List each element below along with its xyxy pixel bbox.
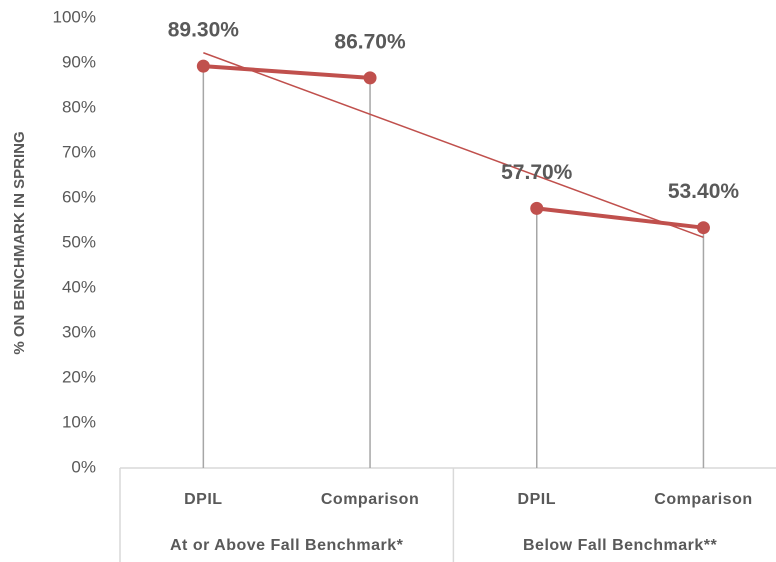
y-axis-label: % ON BENCHMARK IN SPRING — [11, 131, 28, 354]
data-point — [696, 221, 710, 235]
y-tick-label: 0% — [71, 457, 96, 476]
data-label: 86.70% — [334, 30, 406, 53]
y-tick-label: 50% — [62, 232, 96, 251]
data-label: 89.30% — [168, 19, 240, 42]
y-tick-label: 60% — [62, 187, 96, 206]
y-tick-label: 40% — [62, 277, 96, 296]
x-tick-label: Comparison — [654, 491, 752, 508]
y-tick-label: 70% — [62, 142, 96, 161]
x-tick-label: Comparison — [321, 491, 419, 508]
series-line — [536, 206, 704, 230]
group-label: At or Above Fall Benchmark* — [170, 537, 404, 554]
group-label: Below Fall Benchmark** — [523, 537, 717, 554]
x-tick-label: DPIL — [184, 491, 222, 508]
data-point — [363, 71, 377, 85]
data-label: 57.70% — [501, 161, 573, 184]
y-tick-label: 80% — [62, 97, 96, 116]
y-tick-label: 10% — [62, 412, 96, 431]
trendline — [203, 52, 704, 238]
data-point — [196, 59, 210, 73]
data-point — [530, 201, 544, 215]
y-tick-label: 20% — [62, 367, 96, 386]
series-line — [203, 64, 371, 80]
y-tick-label: 30% — [62, 322, 96, 341]
data-label: 53.40% — [668, 180, 740, 203]
x-tick-label: DPIL — [518, 491, 556, 508]
y-tick-label: 90% — [62, 52, 96, 71]
y-tick-label: 100% — [53, 7, 96, 26]
